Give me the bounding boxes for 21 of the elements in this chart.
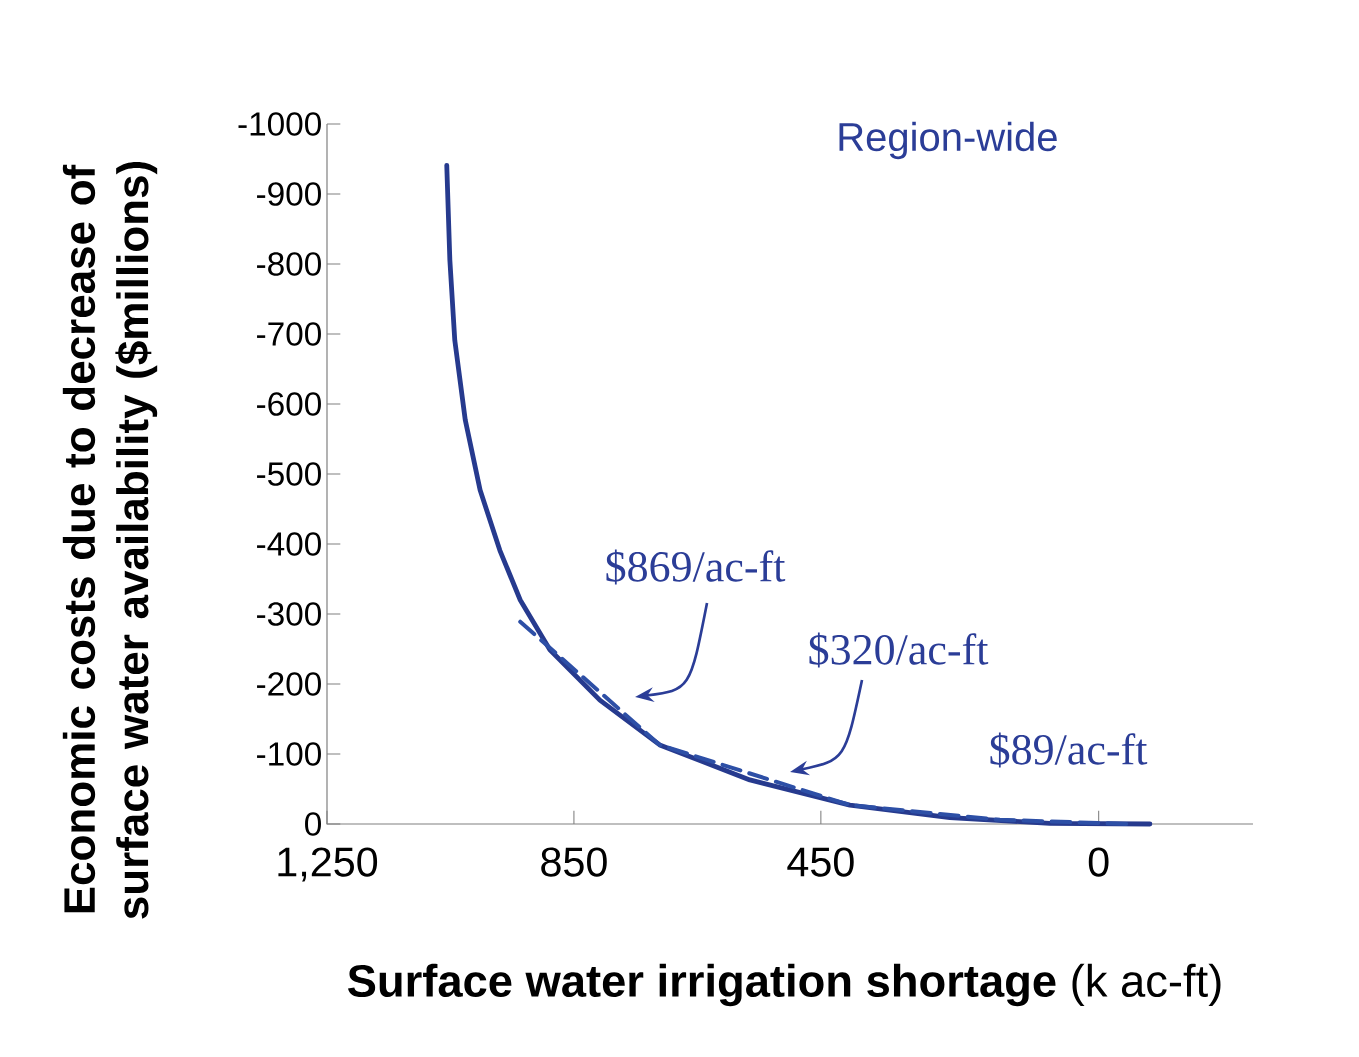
y-tick-label: -100 <box>257 742 321 766</box>
annotation: $869/ac-ft <box>606 549 786 585</box>
y-tick-label: -1000 <box>238 112 321 136</box>
y-tick-label: -600 <box>257 392 321 416</box>
y-tick-label: -900 <box>257 182 321 206</box>
y-tick-label: -400 <box>257 532 321 556</box>
y-tick-label: -500 <box>257 462 321 486</box>
y-tick-label: -200 <box>257 672 321 696</box>
y-axis-title: Economic costs due to decrease of surface water availability ($millions) <box>62 161 158 919</box>
x-tick-label: 850 <box>541 847 607 877</box>
chart-title: Region-wide <box>839 121 1057 160</box>
y-tick-label: -300 <box>257 602 321 626</box>
x-axis-title: Surface water irrigation shortage (k ac-ft) <box>347 963 1221 1007</box>
y-tick-label: -700 <box>257 322 321 346</box>
x-tick-label: 1,250 <box>278 847 378 882</box>
y-tick-label: 0 <box>305 812 321 836</box>
x-tick-label: 450 <box>787 847 854 877</box>
x-tick-label: 0 <box>1088 847 1109 877</box>
annotation: $89/ac-ft <box>990 732 1148 768</box>
annotation: $320/ac-ft <box>809 632 989 668</box>
y-tick-label: -800 <box>257 252 321 276</box>
